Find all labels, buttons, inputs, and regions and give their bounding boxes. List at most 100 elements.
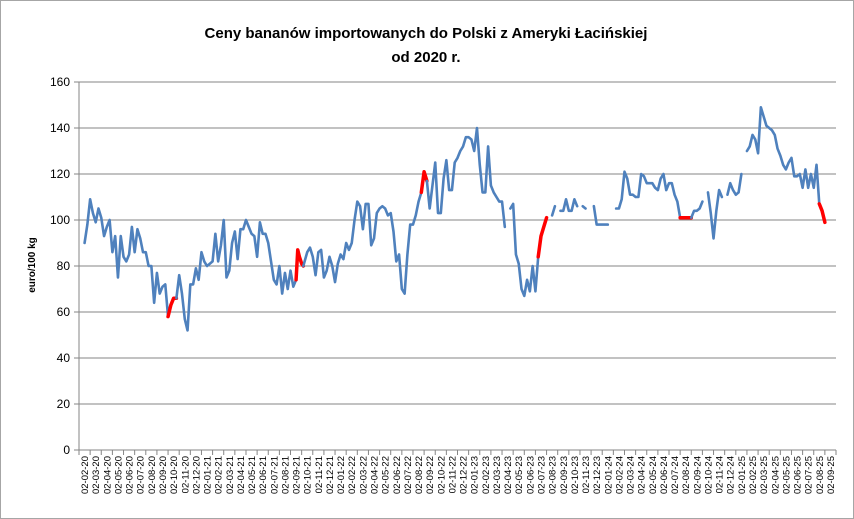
x-tick-label: 02-03-23 (492, 456, 503, 494)
x-tick-label: 02-12-24 (726, 456, 737, 494)
series-segment (425, 126, 507, 229)
x-tick-label: 02-10-21 (303, 456, 314, 494)
x-tick-label: 02-03-21 (225, 456, 236, 494)
x-tick-label: 02-09-22 (425, 456, 436, 494)
chart-title-line1: Ceny bananów importowanych do Polski z A… (204, 25, 648, 42)
x-tick-label: 02-06-20 (125, 456, 136, 494)
series-segment (689, 200, 704, 219)
x-tick-label: 02-04-25 (770, 456, 781, 494)
series-segment (745, 106, 821, 206)
x-tick-label: 02-07-25 (804, 456, 815, 494)
x-tick-label: 02-11-23 (581, 456, 592, 493)
x-tick-label: 02-06-25 (793, 456, 804, 494)
series-segment (83, 198, 170, 318)
x-tick-labels: 02-02-20 02-03-20 02-04-20 02-05-20 02-06-20… (80, 456, 837, 494)
y-tick-labels: 0 20 40 60 80 100 120 140 160 (50, 75, 70, 457)
series-segment (726, 172, 743, 196)
series-segment (614, 170, 682, 219)
series-segment (302, 191, 423, 295)
y-tick-label: 80 (57, 259, 71, 273)
x-tick-label: 02-08-21 (280, 456, 291, 494)
x-tick-label: 02-03-20 (91, 456, 102, 494)
series-segment-highlight (294, 248, 306, 282)
y-tick-label: 0 (63, 443, 70, 457)
series-segment (592, 204, 610, 226)
x-tick-label: 02-05-24 (648, 456, 659, 494)
y-tick-label: 60 (57, 305, 71, 319)
chart-title-line2: od 2020 r. (391, 49, 461, 66)
x-tick-label: 02-07-22 (403, 456, 414, 494)
x-tick-label: 02-11-22 (447, 456, 458, 493)
x-tick-label: 02-02-22 (347, 456, 358, 494)
x-tick-label: 02-06-22 (392, 456, 403, 494)
x-tick-label: 02-09-20 (158, 456, 169, 494)
series-segment-highlight (166, 296, 179, 319)
x-tick-label: 02-11-21 (314, 456, 325, 493)
x-tick-label: 02-11-24 (715, 456, 726, 493)
x-tick-label: 02-02-23 (481, 456, 492, 494)
x-tick-label: 02-09-24 (692, 456, 703, 494)
series-segment (706, 188, 724, 240)
series-segment (175, 218, 298, 332)
x-tick-label: 02-02-21 (214, 456, 225, 494)
y-tick-label: 160 (50, 75, 70, 89)
x-tick-label: 02-06-24 (659, 456, 670, 494)
x-tick-label: 02-04-22 (370, 456, 381, 494)
x-tick-label: 02-09-23 (559, 456, 570, 494)
x-tick-label: 02-05-23 (514, 456, 525, 494)
x-tick-label: 02-05-21 (247, 456, 258, 494)
x-tick-label: 02-05-22 (381, 456, 392, 494)
series-segment-highlight (419, 169, 429, 195)
x-tick-label: 02-07-21 (269, 456, 280, 494)
y-tick-label: 140 (50, 121, 70, 135)
y-tick-label: 40 (57, 351, 71, 365)
x-tick-label: 02-02-25 (748, 456, 759, 494)
x-tick-label: 02-02-20 (80, 456, 91, 494)
series-segment-highlight (817, 202, 827, 225)
x-tick-label: 02-05-20 (113, 456, 124, 494)
series-lines (83, 106, 827, 332)
x-tick-label: 02-10-20 (169, 456, 180, 494)
x-tick-label: 02-12-20 (191, 456, 202, 494)
series-segment-highlight (536, 215, 549, 259)
x-tick-label: 02-06-23 (525, 456, 536, 494)
x-tick-label: 02-01-25 (737, 456, 748, 494)
chart-title: Ceny bananów importowanych do Polski z A… (0, 22, 852, 70)
x-tick-label: 02-09-21 (292, 456, 303, 494)
x-tick-label: 02-08-23 (548, 456, 559, 494)
x-tick-label: 02-05-25 (781, 456, 792, 494)
y-tick-label: 20 (57, 397, 71, 411)
x-tick-label: 02-08-20 (147, 456, 158, 494)
series-segment (550, 204, 557, 217)
x-tick-label: 02-12-21 (325, 456, 336, 494)
x-tick-label: 02-07-23 (536, 456, 547, 494)
x-tick-label: 02-03-22 (358, 456, 369, 494)
x-tick-label: 02-02-24 (614, 456, 625, 494)
x-tick-label: 02-03-25 (759, 456, 770, 494)
gridlines (79, 81, 836, 405)
x-tick-label: 02-04-21 (236, 456, 247, 494)
x-tick-label: 02-01-22 (336, 456, 347, 494)
series-segment (559, 198, 579, 213)
x-tick-label: 02-04-24 (637, 456, 648, 494)
x-tick-label: 02-12-23 (592, 456, 603, 494)
x-tick-label: 02-08-22 (414, 456, 425, 494)
y-axis-title: euro/100 kg (27, 237, 38, 293)
x-tick-label: 02-08-24 (681, 456, 692, 494)
x-tick-label: 02-04-20 (102, 456, 113, 494)
x-tick-label: 02-01-24 (603, 456, 614, 494)
x-tick-label: 02-10-23 (570, 456, 581, 494)
y-tick-label: 100 (50, 213, 70, 227)
x-tick-label: 02-07-20 (136, 456, 147, 494)
x-tick-label: 02-11-20 (180, 456, 191, 493)
axes (74, 81, 837, 455)
x-tick-label: 02-01-23 (470, 456, 481, 494)
x-tick-label: 02-04-23 (503, 456, 514, 494)
x-tick-label: 02-01-21 (203, 456, 214, 494)
x-tick-label: 02-10-24 (703, 456, 714, 494)
x-tick-label: 02-09-25 (826, 456, 837, 494)
series-segment (581, 204, 587, 210)
x-tick-label: 02-07-24 (670, 456, 681, 494)
